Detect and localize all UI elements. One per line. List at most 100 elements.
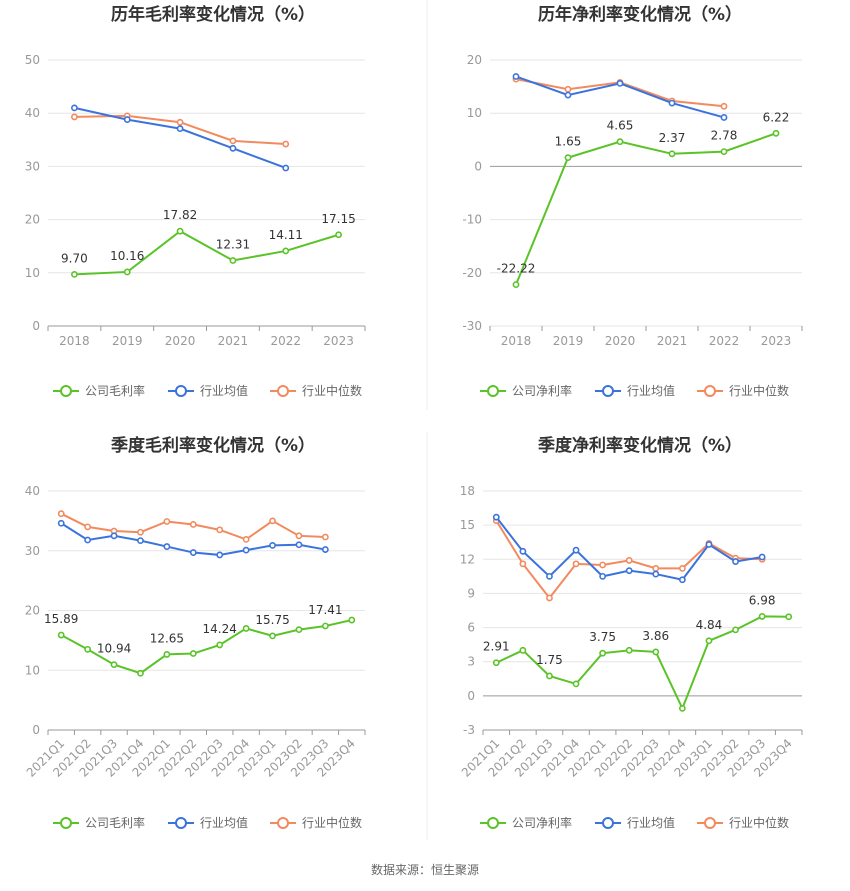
data-point-company xyxy=(137,669,144,677)
x-tick-label: 2020 xyxy=(165,334,196,348)
data-point-industry_median xyxy=(625,557,633,564)
data-point-industry_median xyxy=(163,518,171,525)
data-point-industry_avg xyxy=(110,532,118,540)
data-point-industry_avg xyxy=(229,144,237,152)
legend-marker-company xyxy=(60,817,72,829)
y-tick-label: 15 xyxy=(460,518,475,532)
data-point-industry_median xyxy=(599,561,607,569)
y-tick-label: 40 xyxy=(25,106,40,120)
data-label: 3.75 xyxy=(589,630,616,644)
legend-item-industry_median: 行业中位数 xyxy=(697,815,789,830)
legend-item-industry_avg: 行业均值 xyxy=(168,815,248,830)
legend-marker-industry_avg xyxy=(602,817,614,829)
legend-label: 行业中位数 xyxy=(302,815,362,830)
y-tick-label: 40 xyxy=(25,484,40,498)
data-label: 6.22 xyxy=(763,110,790,124)
data-point-industry_median xyxy=(189,521,197,528)
x-tick-label: 2018 xyxy=(501,334,532,348)
legend-item-company: 公司毛利率 xyxy=(53,815,145,830)
y-tick-label: 20 xyxy=(25,213,40,227)
data-point-industry_median xyxy=(678,564,686,572)
data-point-industry_median xyxy=(57,510,65,518)
data-point-industry_avg xyxy=(720,114,728,121)
chart-title: 历年净利率变化情况（%） xyxy=(538,4,742,25)
data-point-industry_avg xyxy=(512,73,520,80)
y-tick-label: 10 xyxy=(25,266,40,280)
legend-item-industry_median: 行业中位数 xyxy=(270,383,362,398)
data-point-industry_avg xyxy=(71,104,78,112)
data-point-company xyxy=(163,651,171,658)
data-point-industry_avg xyxy=(295,541,303,549)
legend-label: 行业均值 xyxy=(200,383,248,398)
data-point-company xyxy=(616,138,624,146)
legend-label: 公司毛利率 xyxy=(85,815,145,830)
data-point-company xyxy=(546,672,553,680)
y-tick-label: 30 xyxy=(25,159,40,173)
data-point-company xyxy=(176,227,184,235)
data-point-company xyxy=(625,646,633,654)
data-point-industry_median xyxy=(546,594,553,602)
data-source-note: 数据来源：恒生聚源 xyxy=(370,863,479,877)
chart-4: 季度净利率变化情况（%）-303691215182021Q12021Q22021… xyxy=(459,435,803,830)
data-point-industry_avg xyxy=(492,513,500,521)
legend-marker-company xyxy=(487,817,499,829)
data-label: 17.15 xyxy=(321,212,355,226)
data-label: 3.86 xyxy=(642,629,669,643)
data-point-industry_median xyxy=(564,85,572,93)
legend-item-industry_median: 行业中位数 xyxy=(697,383,789,398)
chart-2: 历年净利率变化情况（%） -30 -20 -10 0 10 20 2018 2019 2020 20… xyxy=(462,4,803,398)
x-tick-label: 2019 xyxy=(112,334,143,348)
legend-marker-industry_avg xyxy=(175,817,187,829)
data-point-company xyxy=(572,680,580,688)
data-point-industry_median xyxy=(720,102,728,110)
data-point-company xyxy=(242,625,250,632)
x-tick-label: 2021 xyxy=(657,334,688,348)
legend-marker-industry_median xyxy=(704,385,716,397)
data-point-company xyxy=(599,649,607,657)
data-point-company xyxy=(492,659,500,667)
data-point-company xyxy=(512,281,520,289)
y-tick-label: 10 xyxy=(467,106,482,120)
y-tick-label: 0 xyxy=(32,319,40,333)
data-point-industry_avg xyxy=(572,546,580,554)
data-point-company xyxy=(732,626,739,634)
data-point-industry_median xyxy=(71,113,78,121)
legend-marker-industry_avg xyxy=(602,385,614,397)
data-label: 1.65 xyxy=(555,135,582,149)
data-point-company xyxy=(110,661,118,669)
data-point-industry_median xyxy=(242,535,250,543)
data-point-company xyxy=(189,650,197,657)
chart-title: 季度毛利率变化情况（%） xyxy=(111,435,315,456)
chart-3: 季度毛利率变化情况（%）0102030402021Q12021Q22021Q32… xyxy=(24,435,366,830)
data-point-company xyxy=(758,613,766,620)
data-label: 17.41 xyxy=(308,603,342,617)
legend-item-industry_median: 行业中位数 xyxy=(270,815,362,830)
data-label: 4.84 xyxy=(696,618,723,632)
data-point-company xyxy=(229,257,237,264)
legend-marker-industry_median xyxy=(277,817,289,829)
data-point-industry_median xyxy=(519,560,527,568)
data-point-industry_median xyxy=(216,526,224,534)
data-label: 2.78 xyxy=(711,129,738,143)
legend-item-company: 公司净利率 xyxy=(480,383,572,398)
y-tick-label: 6 xyxy=(467,621,475,635)
data-point-industry_avg xyxy=(321,546,329,553)
data-label: 4.65 xyxy=(607,119,634,133)
data-point-company xyxy=(678,704,686,712)
data-label: 12.65 xyxy=(150,631,184,645)
y-tick-label: 20 xyxy=(467,53,482,67)
data-point-industry_median xyxy=(176,118,184,126)
data-point-industry_avg xyxy=(242,546,250,554)
data-point-industry_avg xyxy=(269,541,276,549)
data-label: 9.70 xyxy=(61,251,88,265)
data-label: -22.22 xyxy=(497,262,536,276)
data-point-industry_avg xyxy=(564,91,572,99)
legend-marker-industry_median xyxy=(277,385,289,397)
chart-title: 季度净利率变化情况（%） xyxy=(538,435,742,456)
data-point-industry_avg xyxy=(668,99,676,107)
data-point-industry_median xyxy=(137,528,144,536)
legend-item-company: 公司净利率 xyxy=(480,815,572,830)
chart-1: 历年毛利率变化情况（%） 0 10 20 30 40 50 2018 2019 2020 2021 2… xyxy=(25,4,366,398)
